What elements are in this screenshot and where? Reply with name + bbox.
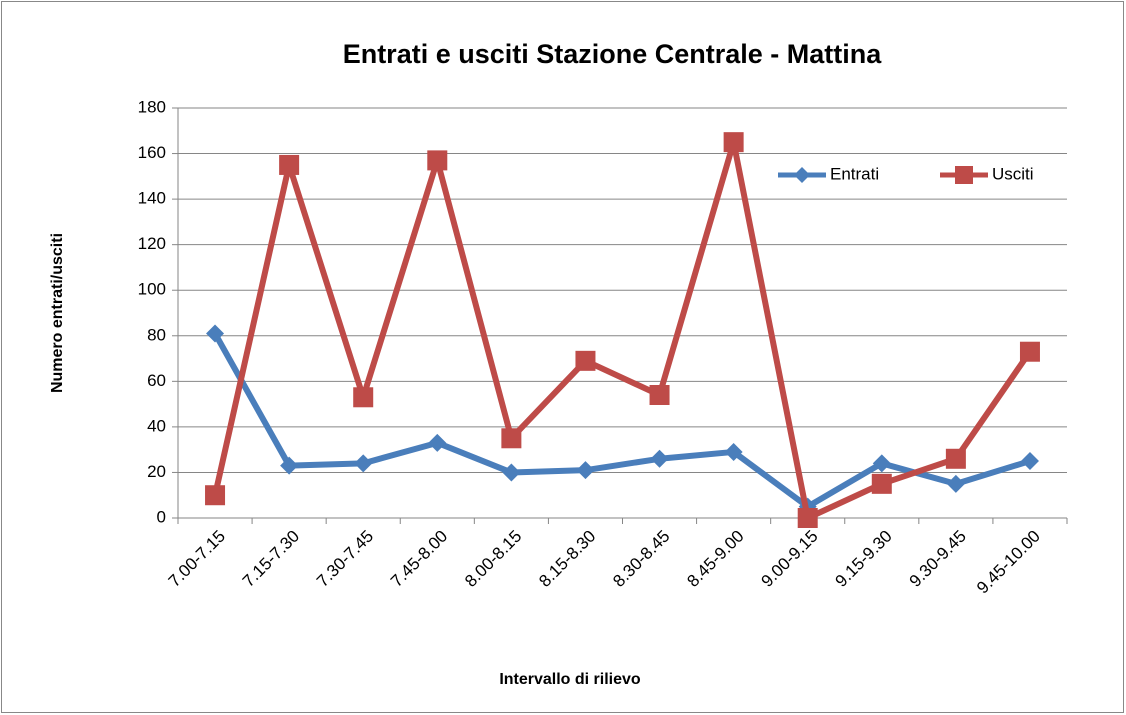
y-tick-label: 20 xyxy=(147,462,166,481)
marker xyxy=(280,456,299,475)
line xyxy=(212,139,1033,521)
marker xyxy=(502,463,521,482)
x-axis-title: Intervallo di rilievo xyxy=(499,671,641,688)
marker xyxy=(1019,341,1040,362)
marker xyxy=(575,350,596,371)
y-tick-label: 160 xyxy=(138,143,166,162)
marker xyxy=(946,474,965,493)
marker xyxy=(650,449,669,468)
marker xyxy=(649,385,670,405)
y-tick-label: 60 xyxy=(147,371,166,390)
marker xyxy=(576,461,595,480)
marker xyxy=(1020,452,1039,471)
y-tick-label: 120 xyxy=(138,234,166,253)
marker xyxy=(354,454,373,473)
marker xyxy=(279,154,300,175)
chart-title: Entrati e usciti Stazione Centrale - Mat… xyxy=(343,39,883,69)
marker xyxy=(206,324,225,343)
marker xyxy=(501,428,522,449)
marker xyxy=(871,473,892,494)
marker xyxy=(872,454,891,473)
line xyxy=(212,332,1031,510)
y-tick-label: 180 xyxy=(138,97,166,116)
marker xyxy=(205,485,226,506)
legend-label: Entrati xyxy=(830,164,879,183)
y-tick-label: 100 xyxy=(138,280,166,299)
marker xyxy=(428,433,447,452)
marker xyxy=(945,448,966,469)
marker xyxy=(353,387,374,408)
legend-label: Usciti xyxy=(992,164,1034,183)
y-axis-title: Numero entrati/usciti xyxy=(49,233,66,393)
y-tick-label: 80 xyxy=(147,325,166,344)
y-tick-label: 0 xyxy=(157,507,166,526)
marker xyxy=(723,132,744,153)
y-tick-label: 140 xyxy=(138,189,166,208)
marker xyxy=(427,150,448,171)
legend-marker xyxy=(955,166,973,184)
legend-marker xyxy=(794,167,810,183)
marker xyxy=(797,508,818,528)
y-tick-label: 40 xyxy=(147,416,166,435)
marker xyxy=(724,442,743,461)
